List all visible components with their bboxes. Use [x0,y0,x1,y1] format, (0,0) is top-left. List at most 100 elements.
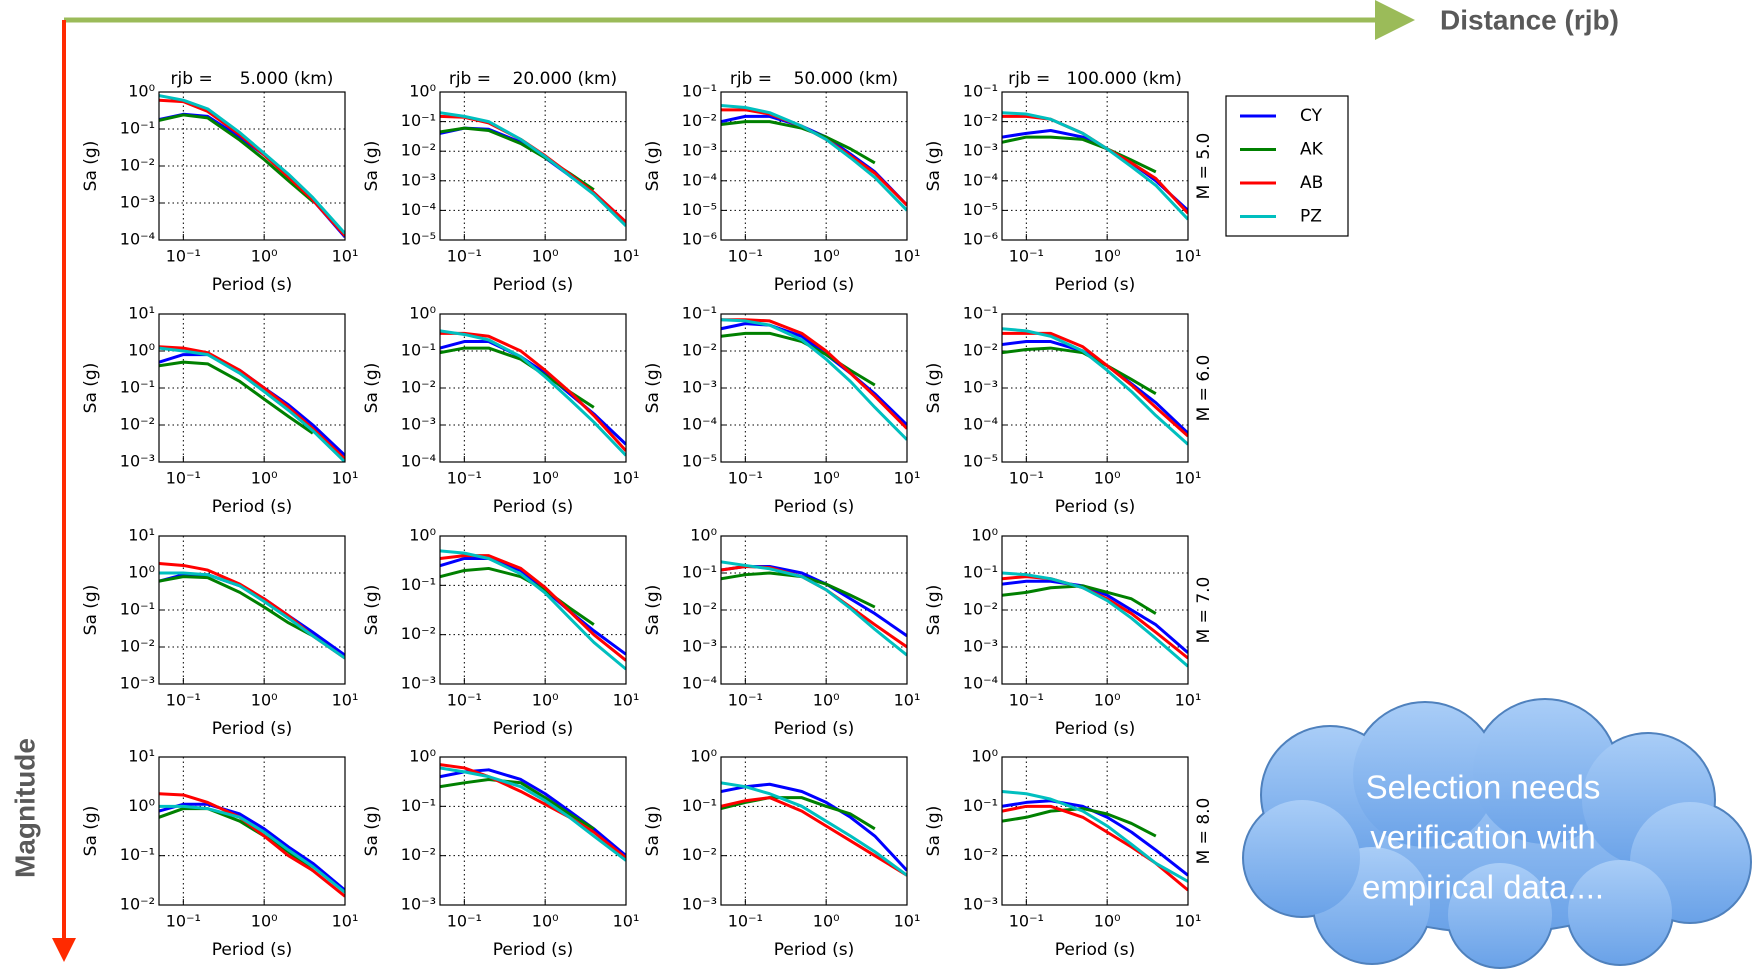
y-tick-label: 10⁻² [682,111,717,130]
plot-frame [720,756,908,906]
series-line [721,796,907,877]
y-tick-label: 10⁻² [682,845,717,864]
plot-frame [158,535,346,685]
series-line [721,120,876,165]
plot-frame [439,756,627,906]
x-tick-label: 10⁰ [813,912,840,931]
x-tick-label: 10⁰ [813,247,840,266]
plot-frame [439,313,627,463]
subplot: 10⁻¹ 10⁰ 10¹ 10⁻³ 10⁻² 10⁻¹ 10⁰ 10¹ Period (s) Sa… [81,526,358,740]
plot-grid: 10⁻¹ 10⁰ 10¹ 10⁻⁴ 10⁻³ 10⁻² 10⁻¹ 10⁰ Period (s) S… [81,69,1214,960]
series-line [159,360,314,435]
series-line [721,564,907,638]
subplot-title: rjb = 100.000 (km) [1008,69,1182,89]
subplot: 10⁻¹ 10⁰ 10¹ 10⁻⁴ 10⁻³ 10⁻² 10⁻¹ 10⁰ Period (s) S… [643,526,920,740]
series-line [159,573,345,657]
plot-frame [439,535,627,685]
y-tick-label: 10⁻⁶ [682,230,717,249]
plot-frame [158,756,346,906]
cloud-fill [1568,860,1672,964]
series-line [721,331,876,387]
subplot: 10⁻¹ 10⁰ 10¹ 10⁻³ 10⁻² 10⁻¹ 10⁰ Period (s) Sa (g… [924,747,1214,961]
x-axis-label: Period (s) [493,719,574,739]
y-axis-label: Sa (g) [81,806,101,857]
callout-text: verification with [1370,819,1596,856]
x-axis-label: Period (s) [774,940,855,960]
y-axis-label: Sa (g) [362,585,382,636]
magnitude-annotation: M = 6.0 [1194,355,1214,422]
x-axis-label: Period (s) [1055,719,1136,739]
series-line [1002,135,1157,174]
x-tick-label: 10⁰ [251,691,278,710]
series-line [159,346,345,462]
y-tick-label: 10⁻² [401,845,436,864]
x-axis-label: Period (s) [493,497,574,517]
y-axis-label: Sa (g) [643,806,663,857]
x-tick-label: 10⁰ [813,469,840,488]
x-tick-label: 10⁻¹ [447,247,482,266]
x-axis-label: Period (s) [493,275,574,295]
x-axis-label: Period (s) [493,940,574,960]
y-tick-label: 10⁻¹ [963,796,998,815]
x-tick-label: 10⁻¹ [166,247,201,266]
x-tick-label: 10¹ [332,691,359,710]
series-line [440,556,626,656]
x-tick-label: 10¹ [613,912,640,931]
subplot-title: rjb = 20.000 (km) [449,69,617,89]
plot-frame [1001,535,1189,685]
y-tick-label: 10¹ [128,526,155,545]
x-tick-label: 10⁰ [532,912,559,931]
series-line [159,807,314,872]
y-axis-label: Sa (g) [362,141,382,192]
series-line [721,318,907,441]
series-line [159,98,345,237]
series-line [1002,327,1188,446]
x-tick-label: 10⁰ [1094,912,1121,931]
series-line [721,782,907,872]
y-tick-label: 10⁻² [963,111,998,130]
y-tick-label: 10⁻⁵ [963,200,998,219]
y-tick-label: 10⁻¹ [682,563,717,582]
legend-label: AK [1300,140,1324,160]
y-tick-label: 10⁻³ [963,378,998,397]
y-tick-label: 10¹ [128,304,155,323]
y-tick-label: 10⁰ [690,747,717,766]
series-line [440,111,626,227]
y-tick-label: 10⁻³ [963,637,998,656]
series-line [721,796,876,831]
series-line [721,114,907,207]
series-line [440,566,595,626]
y-tick-label: 10⁻¹ [682,304,717,323]
y-tick-label: 10⁻² [401,141,436,160]
distance-label: Distance (rjb) [1440,4,1619,35]
x-tick-label: 10⁰ [532,247,559,266]
legend-label: PZ [1300,207,1322,227]
series-line [721,560,907,657]
y-tick-label: 10⁰ [690,526,717,545]
subplot: 10⁻¹ 10⁰ 10¹ 10⁻² 10⁻¹ 10⁰ 10¹ Period (s) Sa (g) [81,747,358,961]
y-tick-label: 10⁻³ [682,378,717,397]
legend-label: CY [1300,106,1323,126]
series-line [721,104,907,212]
plot-frame [720,91,908,241]
x-axis-label: Period (s) [774,275,855,295]
plot-frame [720,313,908,463]
x-tick-label: 10⁻¹ [728,247,763,266]
series-line [440,766,626,862]
subplot: 10⁻¹ 10⁰ 10¹ 10⁻⁴ 10⁻³ 10⁻² 10⁻¹ 10⁰ Period (s) S… [362,304,639,518]
x-tick-label: 10¹ [613,691,640,710]
subplot-title: rjb = 50.000 (km) [730,69,898,89]
x-tick-label: 10⁻¹ [728,912,763,931]
y-tick-label: 10⁻² [682,600,717,619]
y-tick-label: 10⁰ [409,82,436,101]
y-tick-label: 10⁻⁴ [963,170,998,189]
subplot: 10⁻¹ 10⁰ 10¹ 10⁻⁶ 10⁻⁵ 10⁻⁴ 10⁻³ 10⁻² 10⁻¹ Period… [643,69,920,295]
plot-frame [158,91,346,241]
series-line [1002,807,1157,838]
y-tick-label: 10⁻⁴ [682,170,717,189]
series-line [721,781,907,877]
y-axis-label: Sa (g) [643,363,663,414]
y-axis-label: Sa (g) [81,363,101,414]
y-tick-label: 10⁻⁵ [401,230,436,249]
